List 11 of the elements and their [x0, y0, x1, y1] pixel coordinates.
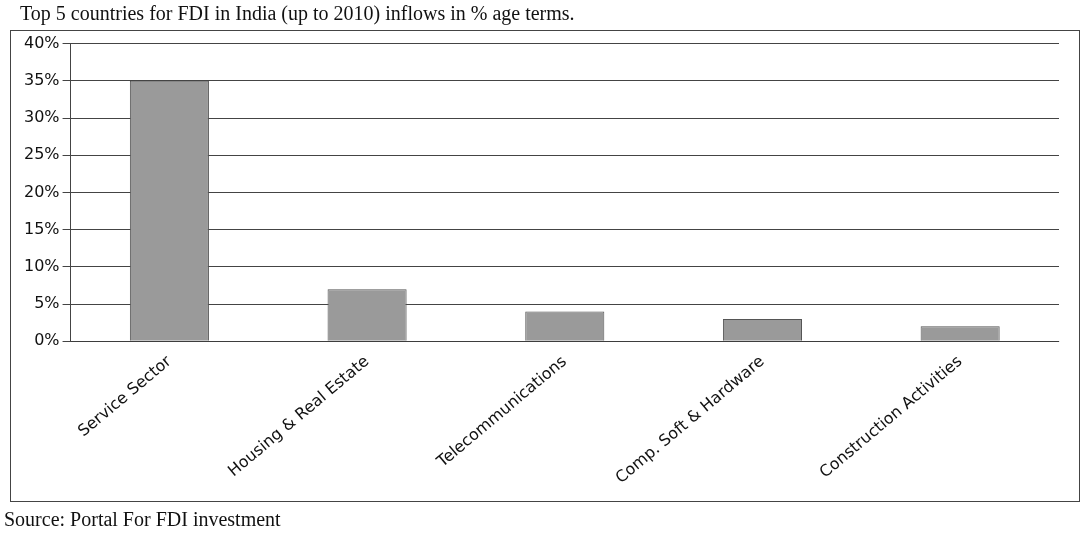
y-tick-label: 15%: [24, 218, 60, 238]
y-tick-label: 25%: [24, 144, 60, 164]
y-tick-label: 20%: [24, 181, 60, 201]
y-tick-label: 0%: [34, 330, 60, 350]
source-note: Source: Portal For FDI investment: [4, 508, 281, 531]
y-tick-label: 30%: [24, 107, 60, 127]
chart-title: Top 5 countries for FDI in India (up to 2010) inflows in % age terms.: [20, 2, 575, 25]
y-tick-label: 40%: [24, 32, 60, 52]
y-tick-label: 5%: [34, 293, 60, 313]
y-tick-label: 10%: [24, 255, 60, 275]
y-tick-label: 35%: [24, 69, 60, 89]
